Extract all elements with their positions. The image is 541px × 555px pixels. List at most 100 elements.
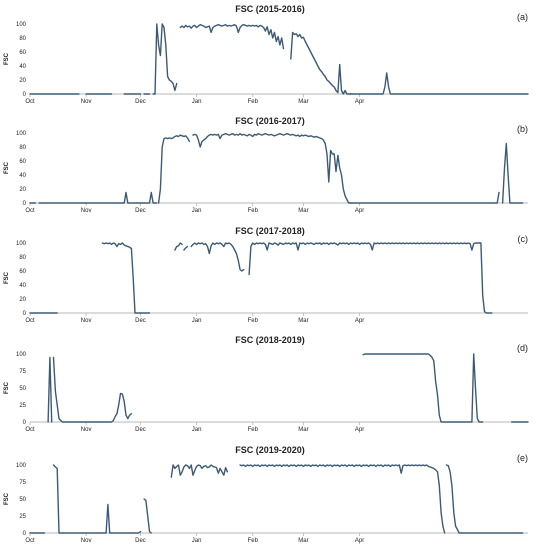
chart-title: FSC (2016-2017) [235, 116, 305, 126]
x-tick-label: Nov [81, 208, 92, 214]
fsc-series-line [349, 72, 529, 95]
y-tick-label: 100 [16, 352, 27, 358]
x-tick-label: Oct [25, 427, 35, 433]
x-tick-label: Nov [81, 538, 92, 544]
fsc-series-line [157, 134, 191, 204]
fsc-series-line [130, 247, 151, 314]
panel-label: (c) [518, 234, 529, 244]
fsc-series-line [239, 464, 446, 534]
y-tick-label: 0 [23, 92, 27, 98]
y-tick-label: 80 [19, 36, 26, 42]
fsc-series-line [179, 24, 285, 50]
y-tick-label: 75 [19, 369, 26, 375]
y-axis-label: FSC [4, 381, 10, 394]
y-tick-label: 100 [16, 463, 27, 469]
fsc-series-line [170, 464, 229, 478]
y-tick-label: 20 [19, 78, 26, 84]
x-tick-label: Dec [135, 427, 146, 433]
fsc-series-line [183, 245, 189, 251]
fsc-series-line [47, 356, 53, 423]
chart-title: FSC (2017-2018) [235, 226, 305, 236]
x-tick-label: Oct [25, 99, 35, 105]
x-tick-label: Apr [355, 99, 364, 105]
panel-label: (b) [517, 124, 528, 134]
x-tick-label: Dec [135, 208, 146, 214]
y-tick-label: 25 [19, 403, 26, 409]
fsc-series-line [501, 142, 524, 204]
chart-panel-3: FSC (2017-2018) (c) FSC 0 20 40 60 80 100 Oct Nov D… [4, 226, 528, 324]
x-tick-label: Feb [248, 99, 259, 105]
x-tick-label: Feb [248, 208, 259, 214]
x-tick-label: Jan [192, 427, 202, 433]
x-tick-label: Mar [298, 538, 308, 544]
panel-label: (a) [517, 12, 528, 22]
x-tick-label: Nov [81, 318, 92, 324]
y-tick-label: 100 [16, 22, 27, 28]
x-tick-label: Dec [135, 538, 146, 544]
fsc-series-line [248, 242, 493, 314]
fsc-series-line [101, 242, 133, 250]
x-tick-label: Jan [192, 538, 202, 544]
y-tick-label: 100 [16, 131, 27, 137]
x-tick-label: Dec [135, 99, 146, 105]
fsc-series-line [38, 191, 158, 204]
x-tick-label: Nov [81, 99, 92, 105]
x-tick-label: Mar [298, 208, 308, 214]
x-tick-label: Mar [298, 318, 308, 324]
fsc-series-line [362, 353, 484, 423]
x-tick-label: Feb [248, 427, 259, 433]
y-tick-label: 20 [19, 297, 26, 303]
chart-panel-4: FSC (2018-2019) (d) FSC 0 25 50 75 100 Oct Nov Dec… [4, 335, 529, 433]
x-tick-label: Oct [25, 318, 35, 324]
panel-label: (d) [517, 343, 528, 353]
y-tick-label: 0 [23, 311, 27, 317]
fsc-series-line [445, 464, 524, 534]
fsc-series-line [174, 242, 183, 251]
x-tick-label: Oct [25, 208, 35, 214]
chart-panel-2: FSC (2016-2017) (b) FSC 0 20 40 60 80 100 Oct Nov D… [4, 116, 528, 214]
y-tick-label: 75 [19, 480, 26, 486]
chart-panel-5: FSC (2019-2020) (e) FSC 0 25 50 75 100 Oct Nov Dec… [4, 445, 528, 544]
y-tick-label: 80 [19, 255, 26, 261]
panel-label: (e) [517, 453, 528, 463]
chart-panel-1: FSC (2015-2016) (a) FSC 0 20 40 60 80 100 Oct Nov D… [4, 4, 529, 105]
y-tick-label: 0 [23, 420, 27, 426]
x-tick-label: Oct [25, 538, 35, 544]
fsc-series-line [290, 31, 352, 95]
chart-title: FSC (2018-2019) [235, 335, 305, 345]
chart-title: FSC (2019-2020) [235, 445, 305, 455]
y-tick-label: 20 [19, 187, 26, 193]
y-tick-label: 60 [19, 159, 26, 165]
y-tick-label: 60 [19, 50, 26, 56]
x-tick-label: Nov [81, 427, 92, 433]
y-tick-label: 0 [23, 531, 27, 537]
x-tick-label: Jan [192, 99, 202, 105]
y-tick-label: 50 [19, 497, 26, 503]
y-tick-label: 100 [16, 241, 27, 247]
y-axis-label: FSC [4, 271, 10, 284]
x-tick-label: Apr [355, 318, 364, 324]
y-tick-label: 25 [19, 514, 26, 520]
y-axis-label: FSC [4, 161, 10, 174]
fsc-series-line [190, 242, 245, 272]
fsc-series-line [52, 356, 133, 423]
x-tick-label: Jan [192, 208, 202, 214]
fsc-series-line [192, 132, 352, 204]
x-tick-label: Feb [248, 538, 259, 544]
x-tick-label: Apr [355, 427, 364, 433]
y-tick-label: 60 [19, 269, 26, 275]
x-tick-label: Mar [298, 99, 308, 105]
x-tick-label: Jan [192, 318, 202, 324]
y-tick-label: 40 [19, 173, 26, 179]
y-axis-label: FSC [4, 492, 10, 505]
fsc-series-line [143, 498, 153, 534]
x-tick-label: Mar [298, 427, 308, 433]
y-tick-label: 0 [23, 201, 27, 207]
x-tick-label: Dec [135, 318, 146, 324]
y-tick-label: 80 [19, 145, 26, 151]
chart-title: FSC (2015-2016) [235, 4, 305, 14]
y-tick-label: 40 [19, 64, 26, 70]
fsc-series-line [52, 464, 142, 534]
x-tick-label: Apr [355, 208, 364, 214]
